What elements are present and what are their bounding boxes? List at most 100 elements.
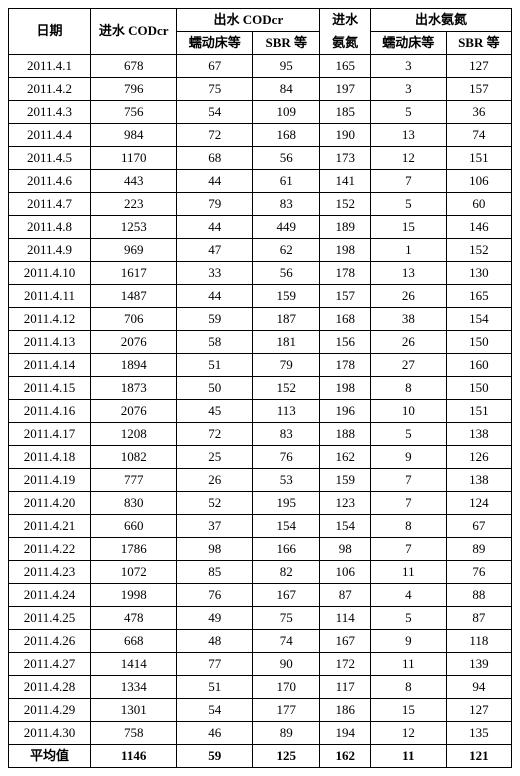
table-cell: 141 — [320, 170, 371, 193]
table-cell: 2076 — [91, 400, 177, 423]
col-out-nh3n-peristaltic: 蠕动床等 — [370, 32, 446, 55]
table-cell: 5 — [370, 423, 446, 446]
table-cell: 1617 — [91, 262, 177, 285]
table-cell: 127 — [446, 699, 511, 722]
table-cell: 114 — [320, 607, 371, 630]
table-cell: 62 — [253, 239, 320, 262]
table-cell: 72 — [177, 124, 253, 147]
table-row: 2011.4.1977726531597138 — [9, 469, 512, 492]
table-cell: 157 — [446, 78, 511, 101]
col-out-nh3n: 出水氨氮 — [370, 9, 511, 32]
table-cell: 1 — [370, 239, 446, 262]
table-row: 2011.4.1320765818115626150 — [9, 331, 512, 354]
table-cell: 165 — [320, 55, 371, 78]
table-cell: 83 — [253, 423, 320, 446]
table-cell: 2011.4.13 — [9, 331, 91, 354]
table-cell: 2011.4.7 — [9, 193, 91, 216]
table-cell: 123 — [320, 492, 371, 515]
table-cell: 75 — [177, 78, 253, 101]
table-row: 2011.4.2217869816698789 — [9, 538, 512, 561]
table-cell: 1894 — [91, 354, 177, 377]
table-cell: 8 — [370, 377, 446, 400]
table-cell: 11 — [370, 561, 446, 584]
table-cell: 151 — [446, 400, 511, 423]
table-cell: 2011.4.2 — [9, 78, 91, 101]
table-cell: 1170 — [91, 147, 177, 170]
table-row: 2011.4.644344611417106 — [9, 170, 512, 193]
table-cell: 186 — [320, 699, 371, 722]
table-cell: 2011.4.25 — [9, 607, 91, 630]
table-cell: 223 — [91, 193, 177, 216]
table-cell: 89 — [446, 538, 511, 561]
table-cell: 2011.4.17 — [9, 423, 91, 446]
table-cell: 53 — [253, 469, 320, 492]
table-cell: 1786 — [91, 538, 177, 561]
table-cell: 150 — [446, 377, 511, 400]
table-cell: 89 — [253, 722, 320, 745]
table-cell: 87 — [320, 584, 371, 607]
data-table: 日期 进水 CODcr 出水 CODcr 进水 出水氨氮 蠕动床等 SBR 等 … — [8, 8, 512, 768]
table-cell: 10 — [370, 400, 446, 423]
table-cell: 45 — [177, 400, 253, 423]
table-cell: 2011.4.21 — [9, 515, 91, 538]
table-cell: 72 — [177, 423, 253, 446]
table-cell: 2011.4.30 — [9, 722, 91, 745]
table-cell: 2011.4.27 — [9, 653, 91, 676]
table-cell: 168 — [320, 308, 371, 331]
table-cell: 125 — [253, 745, 320, 768]
table-cell: 2011.4.23 — [9, 561, 91, 584]
table-cell: 154 — [320, 515, 371, 538]
table-cell: 121 — [446, 745, 511, 768]
table-cell: 157 — [320, 285, 371, 308]
table-cell: 117 — [320, 676, 371, 699]
table-cell: 2011.4.11 — [9, 285, 91, 308]
table-cell: 162 — [320, 745, 371, 768]
table-cell: 2011.4.8 — [9, 216, 91, 239]
table-cell: 167 — [253, 584, 320, 607]
table-cell: 1414 — [91, 653, 177, 676]
table-cell: 167 — [320, 630, 371, 653]
table-cell: 5 — [370, 607, 446, 630]
table-cell: 154 — [253, 515, 320, 538]
table-cell: 185 — [320, 101, 371, 124]
table-cell: 58 — [177, 331, 253, 354]
table-cell: 50 — [177, 377, 253, 400]
table-cell: 12 — [370, 147, 446, 170]
col-out-codcr: 出水 CODcr — [177, 9, 320, 32]
table-cell: 7 — [370, 538, 446, 561]
table-cell: 76 — [177, 584, 253, 607]
table-cell: 190 — [320, 124, 371, 147]
table-cell: 平均值 — [9, 745, 91, 768]
table-row: 2011.4.2166037154154867 — [9, 515, 512, 538]
col-in-nh3n-bottom: 氨氮 — [320, 32, 371, 55]
table-cell: 5 — [370, 101, 446, 124]
table-cell: 54 — [177, 699, 253, 722]
table-cell: 13 — [370, 124, 446, 147]
table-cell: 94 — [446, 676, 511, 699]
table-cell: 1253 — [91, 216, 177, 239]
table-cell: 830 — [91, 492, 177, 515]
table-cell: 74 — [253, 630, 320, 653]
table-cell: 2011.4.22 — [9, 538, 91, 561]
table-cell: 124 — [446, 492, 511, 515]
table-cell: 478 — [91, 607, 177, 630]
table-cell: 154 — [446, 308, 511, 331]
table-cell: 159 — [320, 469, 371, 492]
table-cell: 173 — [320, 147, 371, 170]
table-cell: 106 — [446, 170, 511, 193]
table-cell: 1301 — [91, 699, 177, 722]
table-row: 2011.4.2666848741679118 — [9, 630, 512, 653]
table-cell: 82 — [253, 561, 320, 584]
table-cell: 2011.4.10 — [9, 262, 91, 285]
table-cell: 706 — [91, 308, 177, 331]
table-cell: 5 — [370, 193, 446, 216]
table-cell: 127 — [446, 55, 511, 78]
average-row: 平均值11465912516211121 — [9, 745, 512, 768]
table-cell: 152 — [253, 377, 320, 400]
table-cell: 7 — [370, 170, 446, 193]
table-cell: 2011.4.15 — [9, 377, 91, 400]
table-cell: 777 — [91, 469, 177, 492]
table-cell: 2011.4.1 — [9, 55, 91, 78]
table-cell: 178 — [320, 262, 371, 285]
table-cell: 67 — [177, 55, 253, 78]
